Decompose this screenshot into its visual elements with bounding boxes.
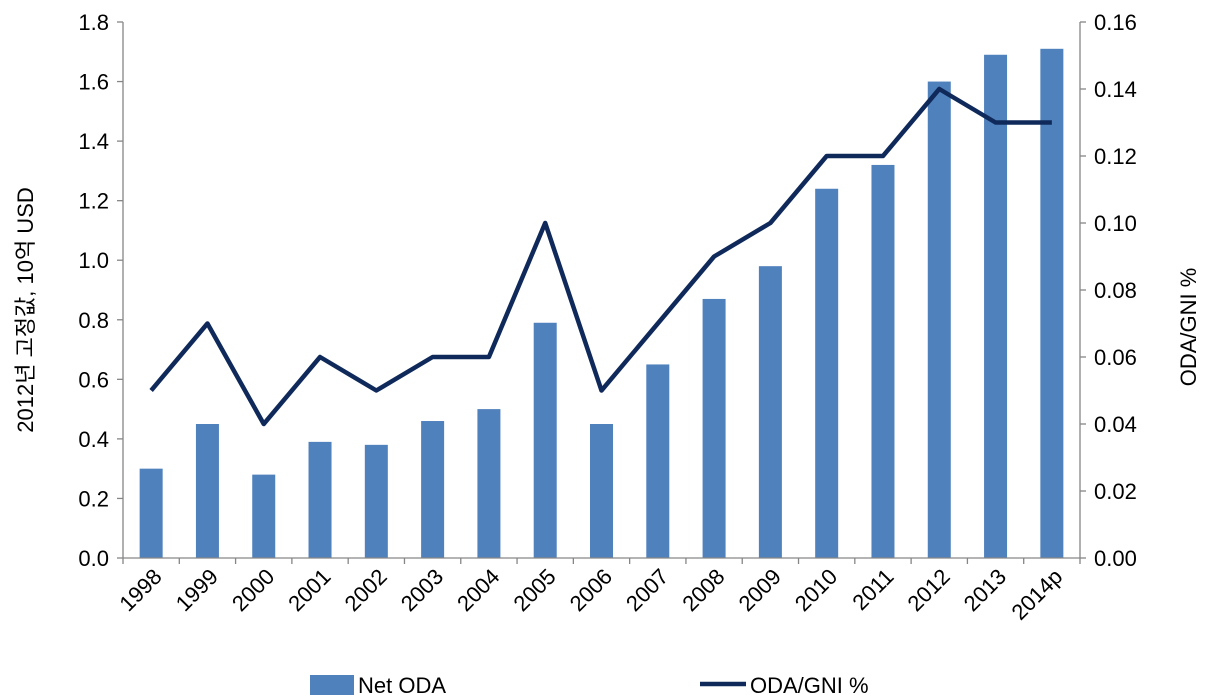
x-tick-label: 2007 [621,564,673,616]
legend: Net ODA ODA/GNI % [310,673,869,695]
bar-2000 [252,474,276,558]
x-tick-label: 1999 [171,564,223,616]
y-axis-title: 2012년 고정값, 10억 USD [13,187,38,433]
x-tick-label: 2003 [396,564,448,616]
bar-2011 [871,164,895,558]
line-series-group [149,86,1052,427]
y2-axis-title: ODA/GNI % [1176,268,1201,387]
x-tick-label: 2000 [227,564,279,616]
y2-tick-label: 0.02 [1094,479,1137,504]
y-tick-label: 0.4 [78,427,109,452]
bar-2006 [590,424,613,558]
y2-tick-label: 0.04 [1094,412,1137,437]
bar-2013 [984,54,1008,558]
x-tick-label: 2011 [847,564,898,615]
y-tick-label: 1.6 [78,70,109,95]
y-tick-label: 0.8 [78,308,109,333]
y2-tick-label: 0.16 [1094,10,1137,35]
bar-2002 [364,444,388,558]
y-tick-label: 1.0 [78,248,109,273]
y2-tick-label: 0.00 [1094,546,1137,571]
y2-tick-label: 0.12 [1094,144,1137,169]
bar-1998 [139,468,163,558]
y-tick-label: 0.2 [78,486,109,511]
y-tick-label: 1.4 [78,129,109,154]
x-tick-label: 2001 [283,564,335,616]
x-tick-label: 2008 [677,564,729,616]
y-tick-label: 0.0 [78,546,109,571]
x-tick-label: 2002 [340,564,392,616]
x-tick-label: 2013 [959,564,1011,616]
x-tick-label: 2014p [1006,564,1067,625]
bar-2004 [477,409,501,558]
x-tick-label: 2004 [452,564,504,616]
y2-tick-label: 0.10 [1094,211,1137,236]
y-tick-label: 0.6 [78,367,109,392]
x-tick-label: 2010 [790,564,842,616]
legend-label-oda-gni: ODA/GNI % [750,673,869,695]
legend-label-net-oda: Net ODA [358,673,446,695]
bar-2010 [815,188,839,558]
y-tick-label: 1.8 [78,10,109,35]
y2-tick-label: 0.14 [1094,77,1137,102]
y2-tick-label: 0.06 [1094,345,1137,370]
bar-2009 [758,266,782,558]
x-tick-label: 2006 [565,564,617,616]
bar-2012 [927,81,951,559]
x-tick-label: 2005 [508,564,560,616]
bar-2003 [421,421,445,558]
bars-group [139,48,1064,559]
axes-group [117,21,1086,564]
bar-2014p [1040,48,1064,559]
bar-2008 [702,298,726,558]
bar-2005 [533,322,557,558]
line-oda-gni [149,86,1052,427]
bar-2001 [308,441,332,558]
legend-swatch-net-oda [310,675,354,695]
x-tick-label: 2012 [903,564,955,616]
y2-tick-label: 0.08 [1094,278,1137,303]
bar-1999 [195,424,219,558]
bar-2007 [646,364,670,558]
x-tick-label: 2009 [734,564,786,616]
y-tick-label: 1.2 [78,189,109,214]
x-tick-label: 1998 [114,564,166,616]
